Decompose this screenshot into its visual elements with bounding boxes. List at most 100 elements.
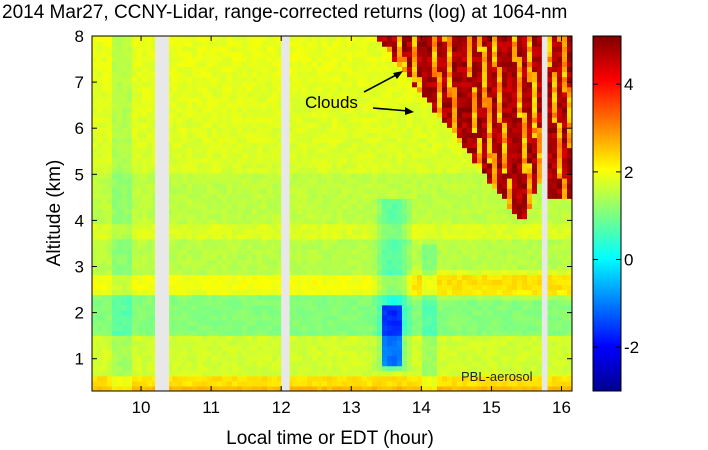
heatmap-cell — [347, 137, 353, 144]
heatmap-cell — [412, 51, 418, 57]
heatmap-cell — [362, 335, 368, 341]
heatmap-cell — [362, 243, 368, 250]
heatmap-cell — [182, 223, 188, 230]
heatmap-cell — [332, 41, 338, 47]
heatmap-cell — [92, 167, 98, 174]
heatmap-cell — [397, 51, 403, 57]
heatmap-cell — [382, 294, 388, 301]
heatmap-cell — [362, 152, 368, 159]
heatmap-cell — [252, 41, 258, 47]
heatmap-cell — [372, 269, 378, 275]
heatmap-cell — [122, 233, 128, 240]
heatmap-cell — [322, 243, 328, 250]
heatmap-cell — [422, 269, 428, 275]
heatmap-cell — [392, 178, 398, 184]
heatmap-cell — [287, 340, 293, 346]
heatmap-cell — [382, 66, 388, 73]
heatmap-cell — [332, 264, 338, 270]
heatmap-cell — [267, 132, 273, 139]
heatmap-cell — [152, 233, 158, 240]
heatmap-cell — [347, 340, 353, 346]
heatmap-cell — [312, 233, 318, 240]
heatmap-cell — [187, 238, 193, 245]
heatmap-cell — [352, 101, 358, 108]
heatmap-cell — [142, 71, 148, 78]
heatmap-cell — [142, 46, 148, 52]
heatmap-cell — [182, 56, 188, 62]
heatmap-cell — [242, 157, 248, 164]
heatmap-cell — [107, 127, 113, 133]
heatmap-cell — [187, 284, 193, 291]
heatmap-cell — [197, 345, 203, 352]
heatmap-cell — [412, 370, 418, 377]
heatmap-cell — [97, 289, 103, 296]
heatmap-cell — [442, 309, 448, 316]
heatmap-cell — [332, 91, 338, 98]
heatmap-cell — [347, 167, 353, 174]
heatmap-cell — [367, 107, 373, 113]
heatmap-cell — [397, 188, 403, 194]
heatmap-cell — [182, 249, 188, 255]
heatmap-cell — [267, 380, 273, 387]
heatmap-cell — [432, 101, 438, 108]
heatmap-cell — [357, 127, 363, 133]
heatmap-cell — [142, 127, 148, 133]
heatmap-cell — [167, 243, 173, 250]
heatmap-cell — [192, 208, 198, 215]
heatmap-cell — [122, 320, 128, 326]
heatmap-cell — [252, 46, 258, 52]
heatmap-cell — [192, 350, 198, 357]
heatmap-cell — [367, 51, 373, 57]
heatmap-cell — [327, 314, 333, 321]
heatmap-cell — [267, 375, 273, 382]
heatmap-cell — [412, 385, 418, 391]
heatmap-cell — [217, 41, 223, 47]
heatmap-cell — [422, 112, 428, 118]
heatmap-cell — [347, 228, 353, 235]
heatmap-cell — [432, 142, 438, 149]
heatmap-cell — [402, 380, 408, 387]
heatmap-cell — [332, 259, 338, 265]
heatmap-cell — [427, 213, 433, 220]
heatmap-cell — [357, 142, 363, 149]
heatmap-cell — [262, 274, 268, 281]
heatmap-cell — [247, 157, 253, 164]
heatmap-cell — [207, 142, 213, 149]
heatmap-cell — [442, 152, 448, 159]
heatmap-cell — [337, 360, 343, 367]
heatmap-cell — [242, 294, 248, 301]
heatmap-cell — [207, 335, 213, 341]
heatmap-cell — [442, 66, 448, 73]
heatmap-cell — [217, 294, 223, 301]
heatmap-cell — [212, 254, 218, 260]
heatmap-cell — [112, 289, 118, 296]
heatmap-cell — [302, 132, 308, 139]
heatmap-cell — [242, 51, 248, 57]
heatmap-cell — [147, 294, 153, 301]
heatmap-cell — [417, 183, 423, 189]
heatmap-cell — [207, 188, 213, 194]
heatmap-cell — [107, 183, 113, 189]
heatmap-cell — [367, 325, 373, 331]
heatmap-cell — [117, 122, 123, 128]
heatmap-cell — [102, 279, 108, 286]
heatmap-cell — [317, 320, 323, 326]
heatmap-cell — [147, 36, 153, 42]
heatmap-cell — [377, 314, 383, 321]
heatmap-cell — [387, 142, 393, 149]
heatmap-cell — [397, 284, 403, 291]
heatmap-cell — [187, 299, 193, 306]
heatmap-cell — [277, 213, 283, 220]
heatmap-cell — [92, 198, 98, 204]
heatmap-cell — [217, 304, 223, 311]
heatmap-cell — [357, 46, 363, 52]
heatmap-cell — [222, 203, 228, 210]
heatmap-cell — [107, 218, 113, 225]
heatmap-cell — [237, 137, 243, 144]
heatmap-cell — [292, 233, 298, 240]
heatmap-cell — [337, 218, 343, 225]
heatmap-cell — [197, 254, 203, 260]
heatmap-cell — [147, 360, 153, 367]
heatmap-cell — [197, 233, 203, 240]
heatmap-cell — [377, 127, 383, 133]
